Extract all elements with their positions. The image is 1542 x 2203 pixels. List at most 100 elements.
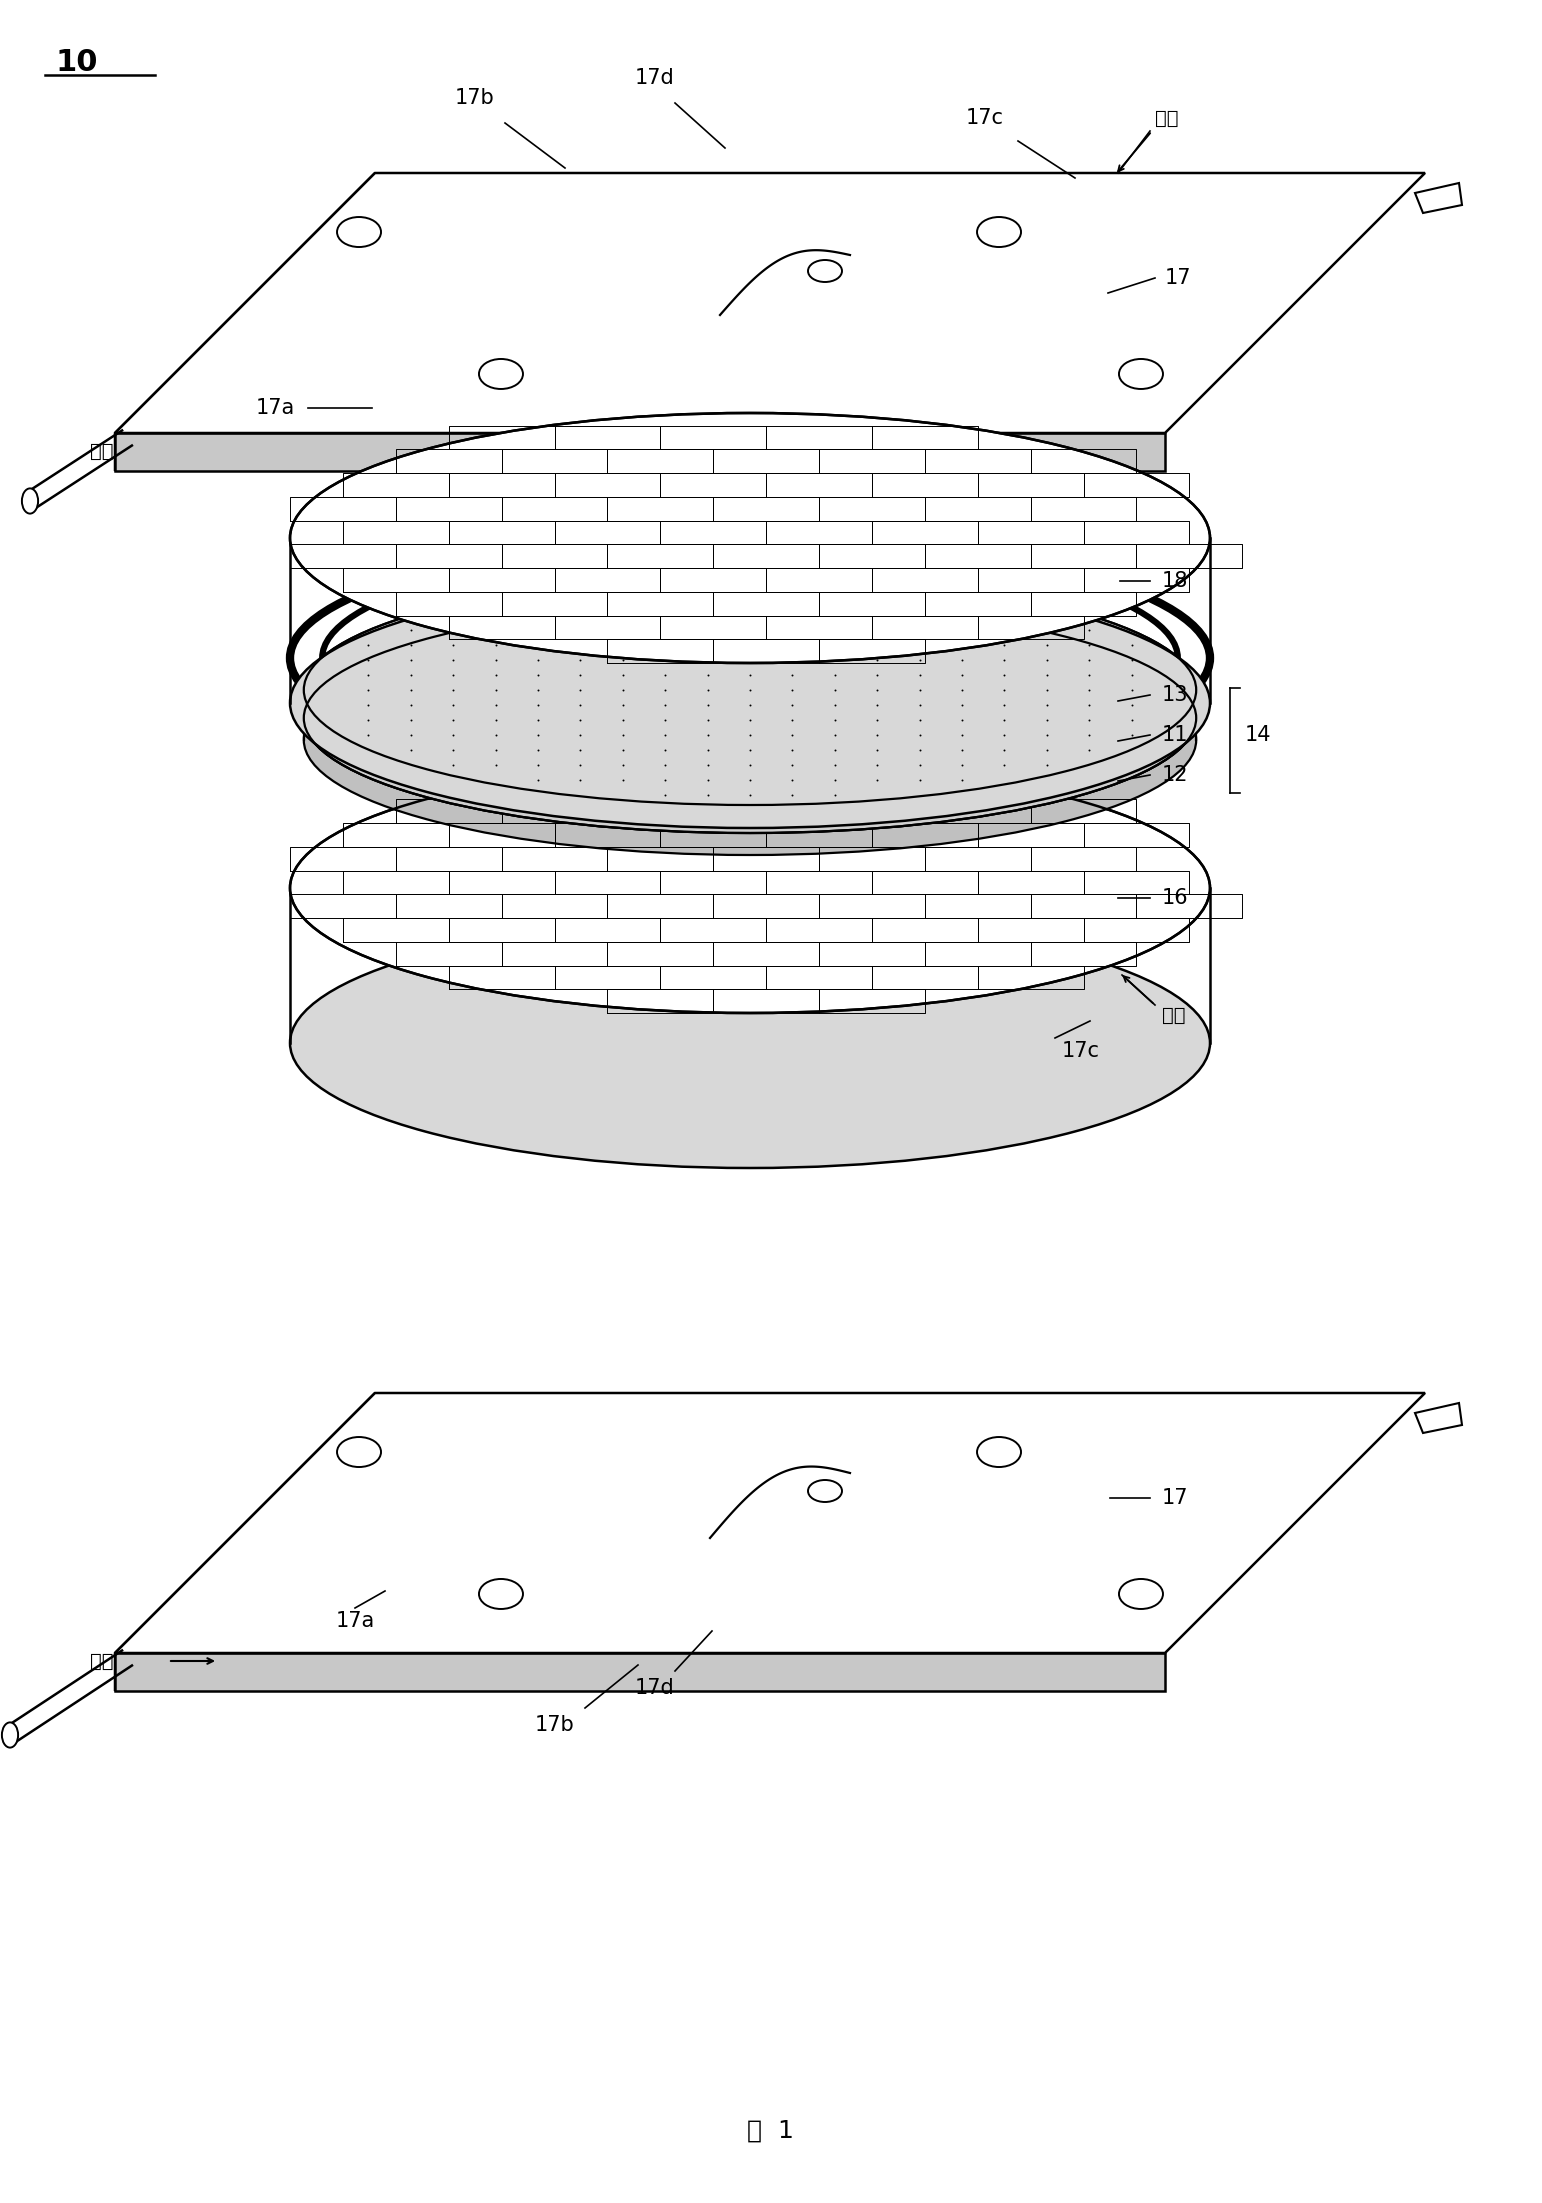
Point bbox=[652, 778, 677, 813]
Point bbox=[611, 718, 635, 753]
Point bbox=[907, 703, 931, 738]
Point bbox=[737, 778, 762, 813]
Point bbox=[737, 568, 762, 604]
Point bbox=[441, 643, 466, 679]
Point bbox=[526, 656, 550, 692]
Point bbox=[865, 762, 890, 797]
Text: 17a: 17a bbox=[335, 1610, 375, 1630]
Point bbox=[483, 747, 507, 782]
Text: 13: 13 bbox=[1163, 685, 1189, 705]
Polygon shape bbox=[116, 1392, 1425, 1652]
Point bbox=[611, 656, 635, 692]
Point bbox=[737, 628, 762, 663]
Point bbox=[526, 582, 550, 617]
Point bbox=[865, 582, 890, 617]
Point bbox=[737, 747, 762, 782]
Point bbox=[737, 643, 762, 679]
Point bbox=[398, 643, 423, 679]
Point bbox=[695, 568, 720, 604]
Text: 17b: 17b bbox=[455, 88, 495, 108]
Ellipse shape bbox=[22, 489, 39, 513]
Point bbox=[526, 672, 550, 707]
Point bbox=[950, 656, 975, 692]
Point bbox=[822, 612, 847, 648]
Point bbox=[356, 628, 381, 663]
Point bbox=[1076, 687, 1101, 723]
Point bbox=[780, 672, 805, 707]
Point bbox=[950, 672, 975, 707]
Point bbox=[398, 718, 423, 753]
Point bbox=[907, 582, 931, 617]
Point bbox=[1076, 643, 1101, 679]
Polygon shape bbox=[1416, 183, 1462, 214]
Point bbox=[865, 687, 890, 723]
Point bbox=[652, 747, 677, 782]
Point bbox=[907, 643, 931, 679]
Point bbox=[992, 703, 1016, 738]
Point bbox=[567, 628, 592, 663]
Point bbox=[950, 597, 975, 632]
Point bbox=[865, 672, 890, 707]
Point bbox=[1035, 747, 1059, 782]
Point bbox=[567, 747, 592, 782]
Point bbox=[567, 656, 592, 692]
Point bbox=[611, 747, 635, 782]
Point bbox=[611, 672, 635, 707]
Ellipse shape bbox=[1119, 359, 1163, 390]
Polygon shape bbox=[116, 1652, 1166, 1692]
Point bbox=[822, 747, 847, 782]
Point bbox=[526, 718, 550, 753]
Point bbox=[611, 628, 635, 663]
Point bbox=[567, 718, 592, 753]
Point bbox=[950, 747, 975, 782]
Point bbox=[992, 643, 1016, 679]
Point bbox=[822, 778, 847, 813]
Point bbox=[526, 731, 550, 767]
Point bbox=[907, 762, 931, 797]
Point bbox=[822, 582, 847, 617]
Ellipse shape bbox=[290, 919, 1210, 1168]
Point bbox=[695, 687, 720, 723]
Point bbox=[1119, 656, 1144, 692]
Point bbox=[1076, 672, 1101, 707]
Polygon shape bbox=[116, 174, 1425, 434]
Point bbox=[737, 731, 762, 767]
Point bbox=[441, 718, 466, 753]
Point bbox=[441, 687, 466, 723]
Point bbox=[822, 568, 847, 604]
Point bbox=[567, 643, 592, 679]
Polygon shape bbox=[116, 434, 1166, 471]
Point bbox=[865, 597, 890, 632]
Point bbox=[822, 718, 847, 753]
Point bbox=[441, 672, 466, 707]
Point bbox=[1035, 597, 1059, 632]
Point bbox=[865, 628, 890, 663]
Point bbox=[398, 672, 423, 707]
Point bbox=[611, 703, 635, 738]
Point bbox=[737, 612, 762, 648]
Point bbox=[441, 612, 466, 648]
Point bbox=[526, 628, 550, 663]
Ellipse shape bbox=[290, 412, 1210, 663]
Point bbox=[652, 656, 677, 692]
Point bbox=[992, 656, 1016, 692]
Point bbox=[483, 731, 507, 767]
Point bbox=[865, 643, 890, 679]
Point bbox=[398, 731, 423, 767]
Point bbox=[865, 656, 890, 692]
Point bbox=[950, 582, 975, 617]
Point bbox=[780, 762, 805, 797]
Point bbox=[1076, 718, 1101, 753]
Point bbox=[822, 672, 847, 707]
Point bbox=[992, 597, 1016, 632]
Point bbox=[907, 718, 931, 753]
Text: 10: 10 bbox=[56, 48, 97, 77]
Point bbox=[398, 612, 423, 648]
Text: 燃气: 燃气 bbox=[1163, 1005, 1186, 1024]
Ellipse shape bbox=[808, 1480, 842, 1502]
Point bbox=[356, 656, 381, 692]
Point bbox=[652, 612, 677, 648]
Point bbox=[567, 672, 592, 707]
Point bbox=[567, 731, 592, 767]
Point bbox=[652, 718, 677, 753]
